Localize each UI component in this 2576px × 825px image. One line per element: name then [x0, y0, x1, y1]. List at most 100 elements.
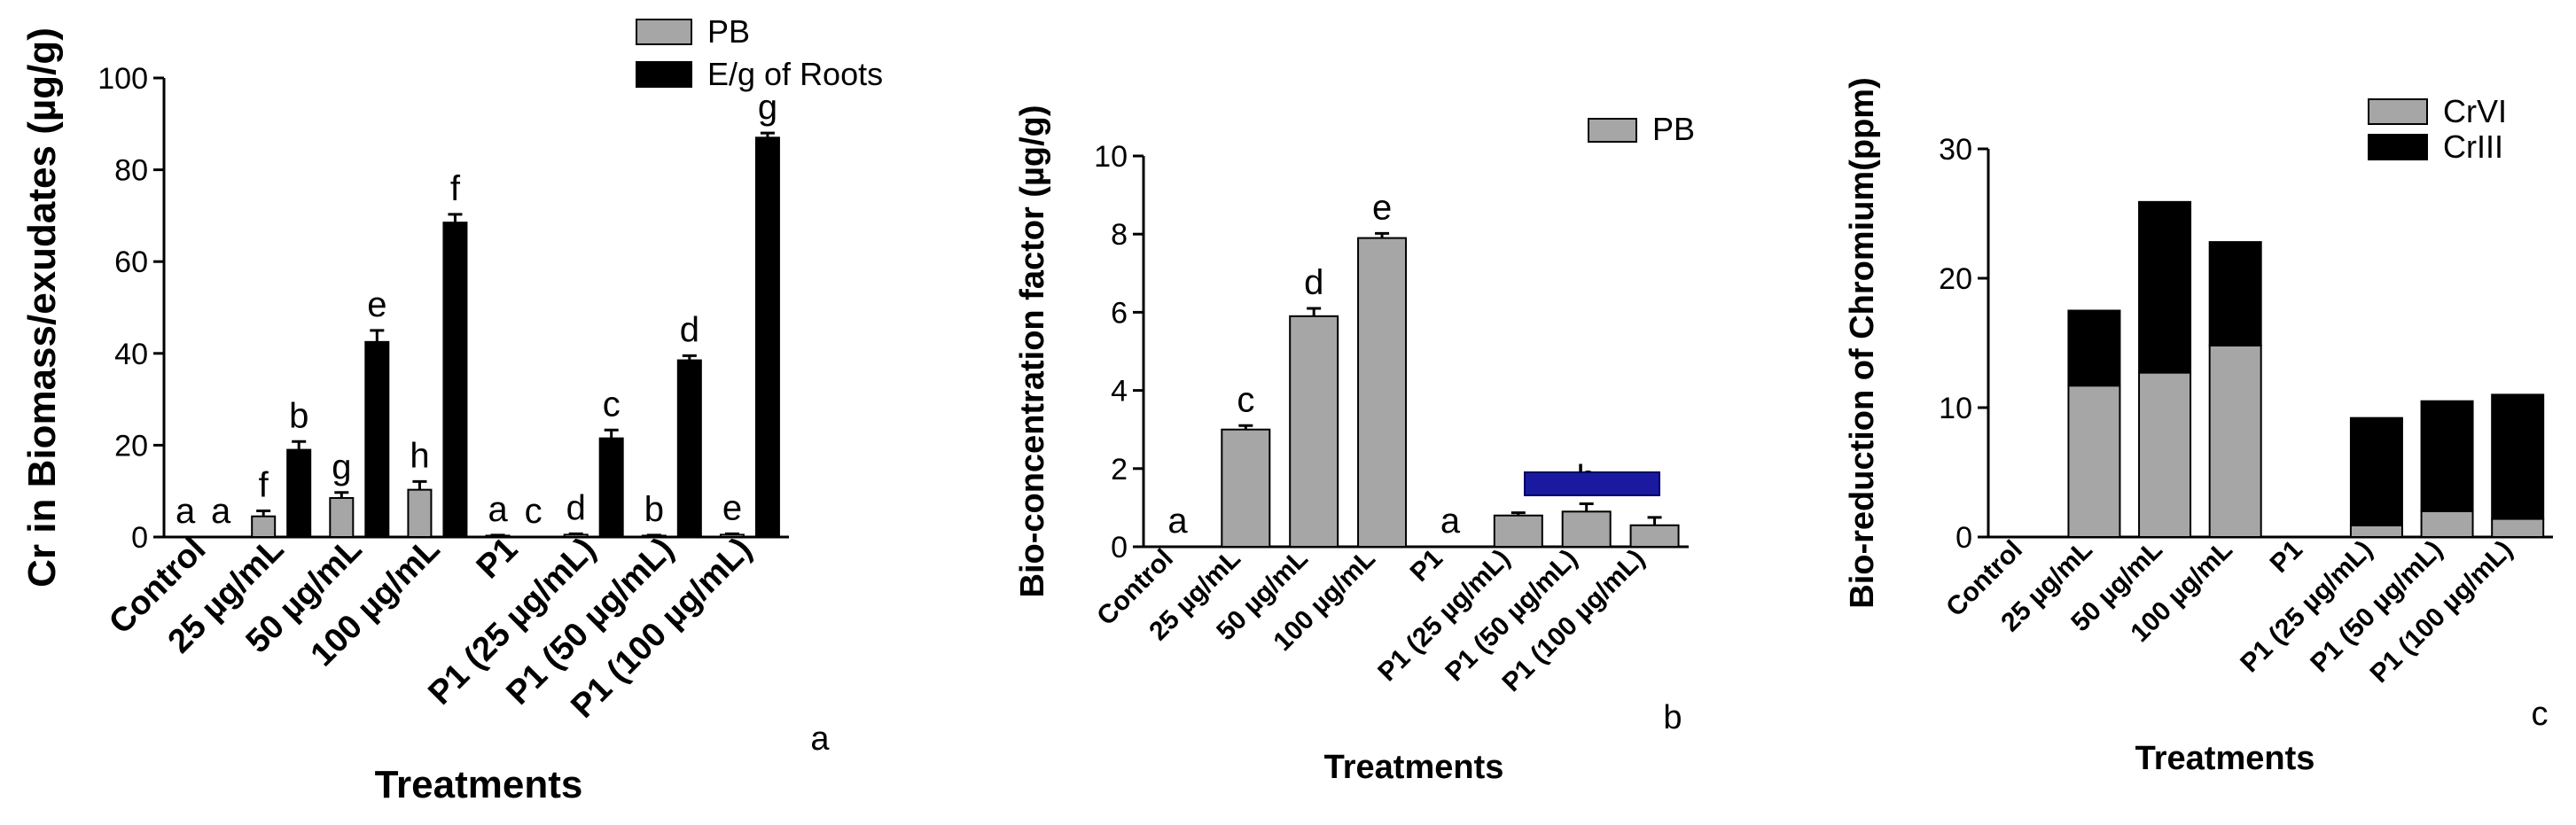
bar-crvi-3 — [2208, 344, 2262, 539]
error-bar — [1238, 424, 1253, 430]
category-label: P1 — [1405, 544, 1448, 588]
bar-criii-5 — [2349, 416, 2403, 526]
significance-letter: a — [1167, 502, 1188, 541]
category-label: P1 — [470, 531, 526, 587]
error-bar — [646, 533, 661, 537]
bar-crvi-1 — [2067, 385, 2121, 538]
significance-letter: g — [332, 448, 351, 486]
significance-letter: g — [758, 88, 777, 127]
highlight-box — [1524, 471, 1660, 496]
bar-series0-0 — [1152, 546, 1203, 549]
significance-letter: c — [1237, 380, 1254, 419]
legend-swatch — [1588, 118, 1637, 143]
error-bar — [370, 329, 385, 342]
y-tick-label: 10 — [1094, 140, 1128, 174]
legend-label: PB — [707, 13, 750, 50]
bar-series1-2 — [364, 340, 390, 538]
error-bar — [334, 491, 349, 498]
y-axis-title: Bio-reduction of Chromium(ppm) — [1844, 77, 1881, 608]
error-bar — [292, 440, 307, 450]
error-bar — [448, 213, 463, 223]
bar-series0-2 — [329, 496, 355, 538]
error-bar — [604, 428, 619, 439]
bar-criii-7 — [2491, 393, 2545, 520]
legend-swatch — [636, 19, 692, 45]
significance-letter: d — [1304, 263, 1323, 302]
y-tick-label: 6 — [1111, 296, 1128, 330]
y-tick-label: 20 — [1939, 262, 1972, 296]
legend-label: PB — [1652, 111, 1695, 147]
bar-series0-7 — [1629, 524, 1680, 548]
x-axis-title: Treatments — [1324, 749, 1504, 786]
legend: PB E/g of Roots — [636, 13, 883, 92]
significance-letter: f — [450, 169, 461, 208]
bar-series0-2 — [1289, 315, 1339, 548]
significance-letter: a — [176, 492, 196, 531]
y-tick-label: 20 — [114, 429, 148, 463]
bar-series0-0 — [173, 536, 199, 539]
panel-label: a — [810, 720, 830, 758]
y-axis-title: Bio-concentration factor (µg/g) — [1014, 105, 1051, 598]
error-bar — [568, 532, 583, 535]
legend-label: CrVI — [2443, 93, 2507, 129]
y-tick-label: 30 — [1939, 133, 1972, 167]
bar-crvi-6 — [2420, 510, 2474, 538]
significance-letter: c — [525, 492, 543, 531]
legend-swatch — [636, 61, 692, 88]
bar-series0-1 — [1221, 428, 1271, 549]
panel-label: c — [2532, 696, 2549, 733]
bar-series1-4 — [520, 536, 546, 539]
bar-series1-5 — [598, 437, 624, 539]
legend: PB — [1588, 111, 1695, 147]
error-bar — [760, 131, 775, 138]
bar-series0-1 — [251, 515, 277, 539]
bar-series1-3 — [442, 222, 468, 538]
significance-letter: e — [722, 488, 742, 527]
y-tick-label: 2 — [1111, 453, 1128, 486]
bar-series1-0 — [208, 536, 234, 539]
error-bar — [1579, 502, 1594, 512]
bar-series1-7 — [754, 136, 780, 538]
y-tick-label: 10 — [1939, 392, 1972, 425]
significance-letter: a — [488, 490, 508, 529]
bar-criii-2 — [2138, 200, 2192, 374]
legend-swatch — [2368, 98, 2428, 125]
significance-letter: c — [603, 385, 621, 424]
significance-letter: e — [1372, 188, 1392, 227]
bar-series0-5 — [1493, 514, 1543, 548]
bar-series1-6 — [676, 359, 702, 538]
y-tick-label: 4 — [1111, 375, 1128, 409]
significance-letter: a — [211, 492, 231, 531]
panel-label: b — [1663, 699, 1682, 736]
chart-panel-b: 0 2 4 6 8 10 Bio-concentration factor (µg/g) Tr… — [1014, 105, 1695, 787]
error-bar — [1375, 231, 1390, 238]
significance-letter: h — [410, 436, 429, 475]
error-bar — [490, 533, 505, 537]
significance-letter: d — [680, 310, 699, 349]
bar-series0-3 — [407, 488, 433, 538]
y-tick-label: 80 — [114, 154, 148, 188]
y-tick-label: 0 — [1111, 531, 1128, 564]
error-bar — [412, 479, 427, 490]
bar-series1-1 — [286, 448, 312, 538]
x-axis-title: Treatments — [375, 763, 583, 806]
y-tick-label: 60 — [114, 245, 148, 279]
significance-letter: a — [1440, 502, 1461, 541]
significance-letter: e — [367, 285, 386, 324]
bar-criii-6 — [2420, 400, 2474, 512]
chart-panel-c: 0 10 20 30 Bio-reduction of Chromium(ppm) Tre… — [1844, 77, 2553, 777]
legend-label: CrIII — [2443, 128, 2503, 165]
y-tick-label: 8 — [1111, 218, 1128, 252]
bar-crvi-5 — [2349, 524, 2403, 538]
bar-series0-6 — [1561, 510, 1612, 548]
error-bar — [256, 509, 271, 517]
y-tick-label: 0 — [1955, 521, 1972, 555]
bar-series0-4 — [1425, 546, 1475, 549]
category-label: P1 — [2265, 535, 2308, 579]
bar-crvi-2 — [2138, 371, 2192, 538]
chart-panel-a: 0 20 40 60 80 100 Cr in Biomass/exudates (µg/g… — [20, 13, 883, 806]
legend-swatch — [2368, 134, 2428, 160]
significance-letter: f — [259, 465, 269, 504]
